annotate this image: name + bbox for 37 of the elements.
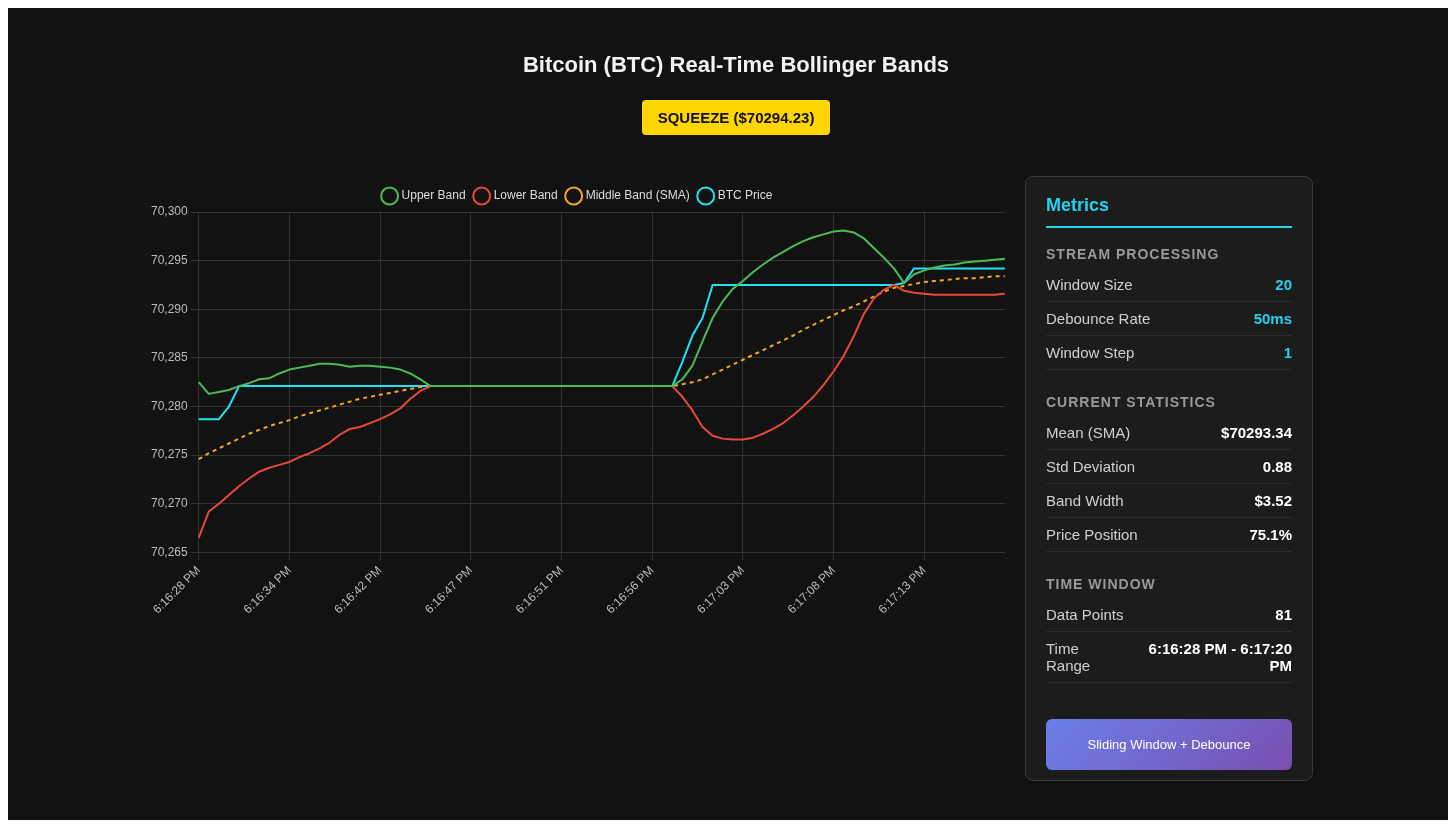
y-tick-label: 70,285 xyxy=(151,350,189,365)
category-label: Band Width xyxy=(1046,492,1124,509)
y-tick-label: 70,275 xyxy=(151,447,189,462)
legend-label: Middle Band (SMA) xyxy=(585,188,690,203)
category-label: Time Range xyxy=(1046,640,1092,674)
text: $3.52 xyxy=(1254,492,1292,509)
text: 50ms xyxy=(1253,310,1292,327)
text: 0.88 xyxy=(1262,458,1292,475)
category-label: Debounce Rate xyxy=(1046,310,1151,327)
category-label: Window Size xyxy=(1046,276,1133,293)
chart-subtitle: SQUEEZE ($70294.23) xyxy=(641,100,831,135)
text: 20 xyxy=(1275,276,1292,293)
y-tick-label: 70,280 xyxy=(151,398,189,413)
category-label: STREAM PROCESSING xyxy=(1046,246,1221,262)
y-tick-label: 70,295 xyxy=(151,252,189,267)
text: 1 xyxy=(1283,344,1292,361)
category-label: Window Step xyxy=(1046,344,1135,361)
legend-label: BTC Price xyxy=(717,188,773,203)
footer-button: Sliding Window + Debounce xyxy=(1046,719,1292,770)
category-label: Data Points xyxy=(1046,606,1124,623)
text: 81 xyxy=(1275,606,1292,623)
category-label: Mean (SMA) xyxy=(1046,424,1131,441)
text: Metrics xyxy=(1046,195,1292,228)
legend-label: Upper Band xyxy=(401,188,466,203)
text: $70293.34 xyxy=(1221,424,1292,441)
y-tick-label: 70,300 xyxy=(151,204,189,219)
category-label: Std Deviation xyxy=(1046,458,1136,475)
category-label: TIME WINDOW xyxy=(1046,576,1157,592)
chart-title: Bitcoin (BTC) Real-Time Bollinger Bands xyxy=(521,52,951,78)
y-tick-label: 70,290 xyxy=(151,301,189,316)
text: 6:16:28 PM - 6:17:20 PM xyxy=(1148,640,1292,674)
legend-label: Lower Band xyxy=(493,188,558,203)
y-tick-label: 70,265 xyxy=(151,544,189,559)
text: 75.1% xyxy=(1249,526,1292,543)
category-label: Price Position xyxy=(1046,526,1138,543)
category-label: CURRENT STATISTICS xyxy=(1046,394,1217,410)
y-tick-label: 70,270 xyxy=(151,496,189,511)
